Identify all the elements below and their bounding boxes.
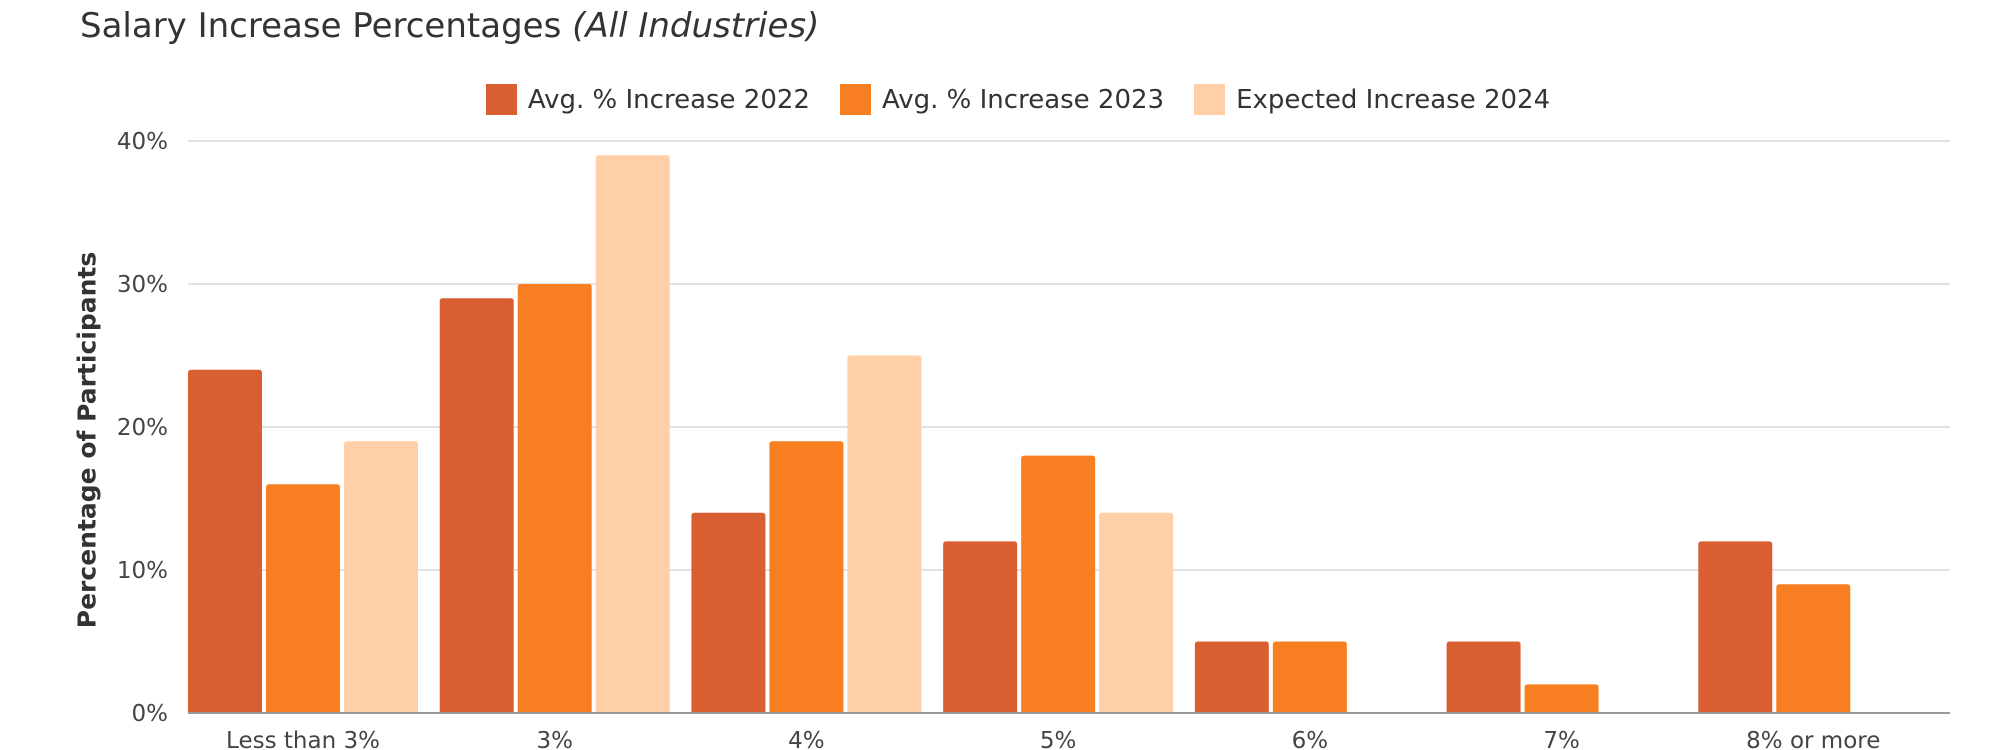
- legend-item[interactable]: Avg. % Increase 2023: [839, 84, 1165, 115]
- x-tick-label: 7%: [1543, 728, 1580, 750]
- bar: [847, 355, 922, 713]
- legend-item[interactable]: Avg. % Increase 2022: [485, 84, 810, 115]
- bar: [1698, 541, 1773, 713]
- bar: [595, 155, 670, 714]
- y-tick-label: 10%: [117, 558, 168, 584]
- legend-swatch: [1194, 84, 1226, 115]
- bar: [188, 369, 262, 713]
- legend-swatch: [485, 84, 517, 115]
- x-tick-label: 4%: [788, 728, 825, 750]
- bar: [517, 284, 592, 713]
- bar: [266, 484, 340, 713]
- y-tick-label: 0%: [132, 701, 169, 727]
- bar: [1446, 641, 1521, 713]
- chart-title: Salary Increase Percentages (All Industr…: [80, 6, 819, 46]
- x-tick-label: Less than 3%: [226, 728, 380, 750]
- bar: [943, 541, 1018, 713]
- legend-label: Expected Increase 2024: [1236, 84, 1551, 115]
- y-tick-label: 20%: [117, 415, 168, 441]
- legend-label: Avg. % Increase 2022: [527, 84, 810, 115]
- y-tick-label: 40%: [117, 129, 168, 155]
- chart-legend: Avg. % Increase 2022 Avg. % Increase 2023…: [0, 84, 2000, 115]
- legend-items: Avg. % Increase 2022 Avg. % Increase 2023…: [485, 84, 1550, 115]
- bar: [691, 512, 766, 713]
- chart-subtitle: (All Industries): [572, 6, 820, 46]
- bar: [1272, 641, 1347, 713]
- legend-label: Avg. % Increase 2023: [881, 84, 1165, 115]
- x-tick-label: 3%: [536, 728, 573, 750]
- x-tick-label: 6%: [1292, 728, 1329, 750]
- x-tick-label: 5%: [1040, 728, 1077, 750]
- bar: [1194, 641, 1269, 713]
- legend-item[interactable]: Expected Increase 2024: [1194, 84, 1550, 115]
- bar: [769, 441, 844, 713]
- x-tick-label: 8% or more: [1746, 728, 1880, 750]
- bar: [439, 298, 514, 713]
- chart-title-main: Salary Increase Percentages: [80, 6, 562, 46]
- bar: [1099, 512, 1174, 713]
- bar: [344, 441, 418, 713]
- bar: [1021, 455, 1096, 713]
- y-tick-label: 30%: [117, 272, 168, 298]
- bar: [1524, 684, 1599, 713]
- bar: [1776, 584, 1851, 713]
- legend-swatch: [839, 84, 871, 115]
